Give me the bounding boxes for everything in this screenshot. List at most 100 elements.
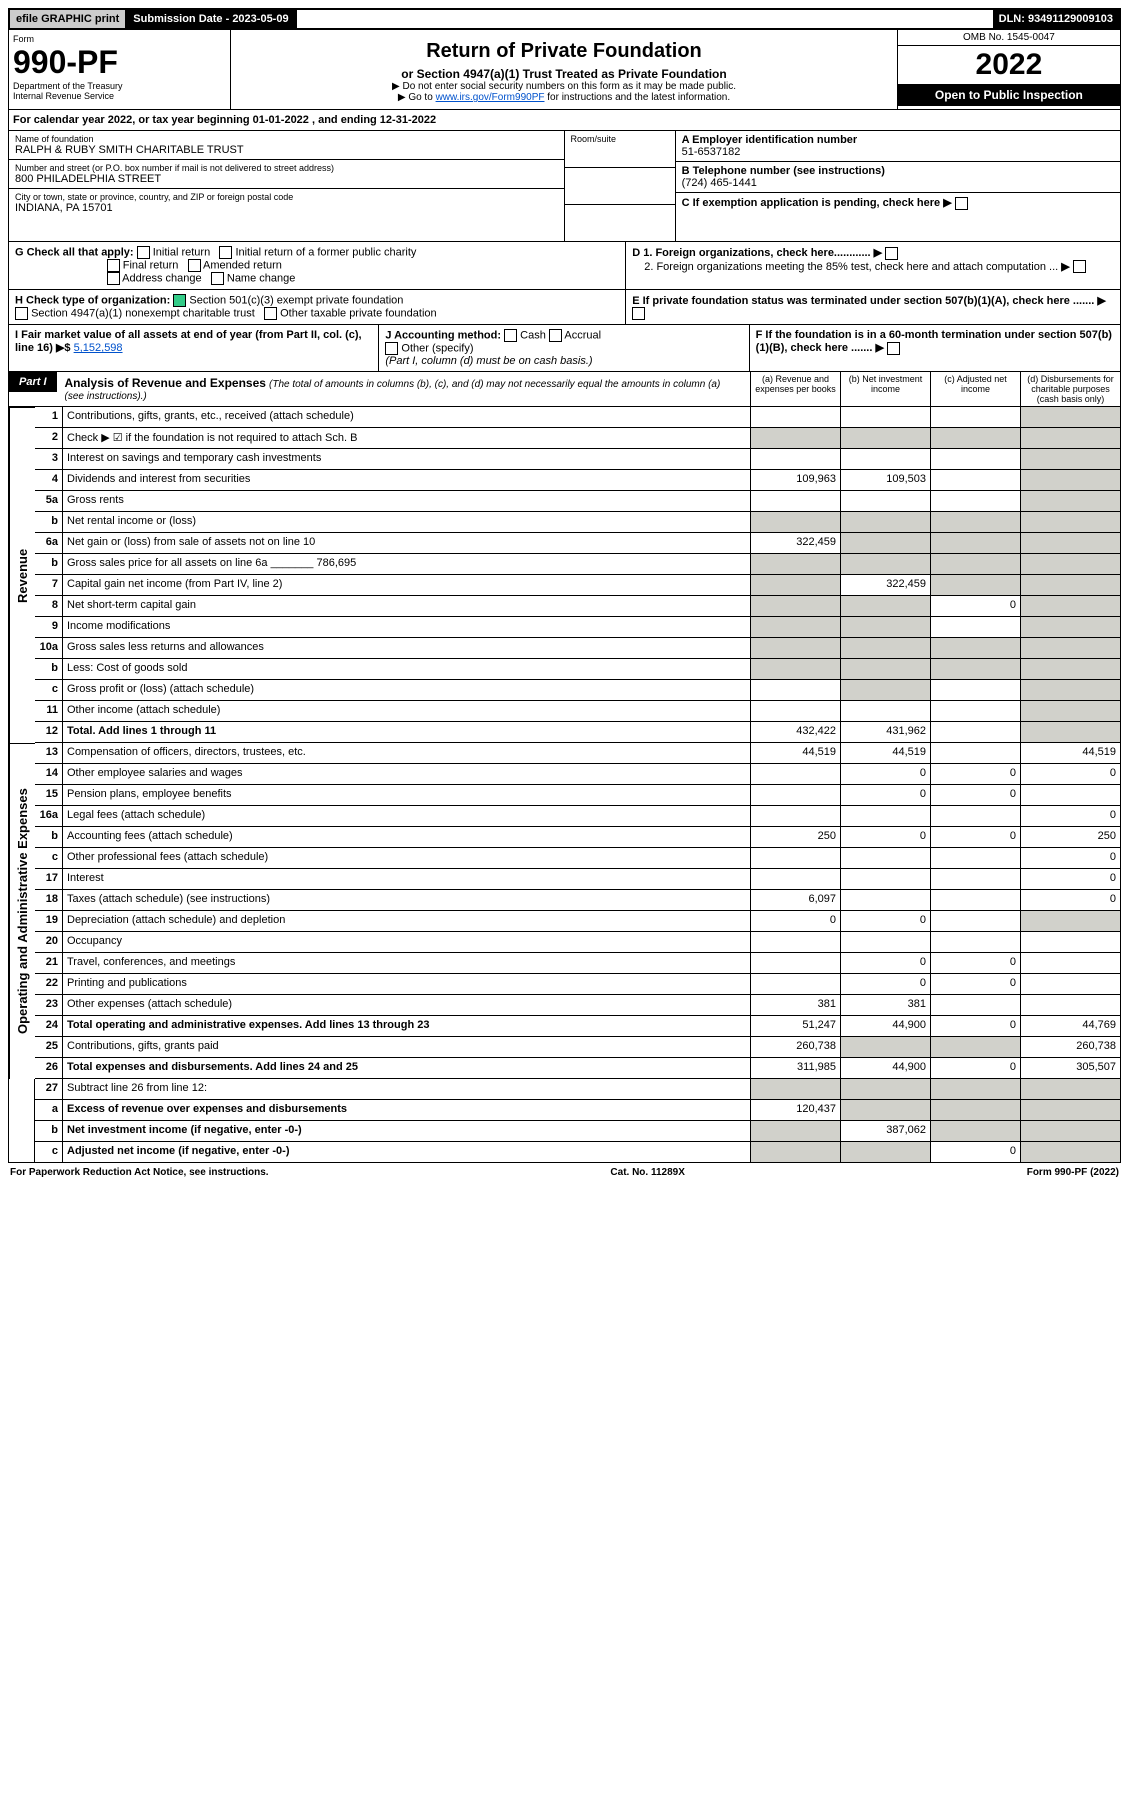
address-block: Number and street (or P.O. box number if… — [9, 160, 564, 189]
city-block: City or town, state or province, country… — [9, 189, 564, 217]
cell-col-d: 0 — [1021, 806, 1121, 827]
fmv-link[interactable]: 5,152,598 — [74, 342, 123, 354]
g-opt-0: Initial return — [153, 246, 210, 258]
cell-col-a — [751, 491, 841, 512]
cell-col-c: 0 — [931, 827, 1021, 848]
cell-col-a — [751, 407, 841, 428]
j-accrual-checkbox[interactable] — [549, 329, 562, 342]
g-address-change-checkbox[interactable] — [107, 272, 120, 285]
line-description: Excess of revenue over expenses and disb… — [63, 1100, 751, 1121]
j-cash-checkbox[interactable] — [504, 329, 517, 342]
line-number: 10a — [35, 638, 63, 659]
header-note-2: ▶ Go to www.irs.gov/Form990PF for instru… — [237, 92, 891, 103]
cell-col-c: 0 — [931, 785, 1021, 806]
cell-col-c: 0 — [931, 596, 1021, 617]
e-checkbox[interactable] — [632, 307, 645, 320]
line-description: Total operating and administrative expen… — [63, 1016, 751, 1037]
cell-col-c — [931, 659, 1021, 680]
cell-col-b: 44,519 — [841, 743, 931, 764]
line-description: Interest on savings and temporary cash i… — [63, 449, 751, 470]
cell-col-c — [931, 407, 1021, 428]
exemption-checkbox[interactable] — [955, 197, 968, 210]
d1-label: D 1. Foreign organizations, check here..… — [632, 247, 870, 259]
cell-col-d: 44,769 — [1021, 1016, 1121, 1037]
cell-col-d — [1021, 407, 1121, 428]
j-other-checkbox[interactable] — [385, 342, 398, 355]
cell-col-c — [931, 932, 1021, 953]
cell-col-a — [751, 806, 841, 827]
revenue-table: Revenue1Contributions, gifts, grants, et… — [8, 407, 1121, 743]
line-description: Check ▶ ☑ if the foundation is not requi… — [63, 428, 751, 449]
cell-col-a — [751, 932, 841, 953]
g-name-change-checkbox[interactable] — [211, 272, 224, 285]
cell-col-a: 432,422 — [751, 722, 841, 743]
d2-checkbox[interactable] — [1073, 260, 1086, 273]
cell-col-a — [751, 764, 841, 785]
cell-col-a — [751, 575, 841, 596]
f-checkbox[interactable] — [887, 342, 900, 355]
instructions-link[interactable]: www.irs.gov/Form990PF — [436, 92, 545, 103]
arrow-icon: ▶ — [875, 342, 883, 354]
cell-col-b — [841, 449, 931, 470]
name-block: Name of foundation RALPH & RUBY SMITH CH… — [9, 131, 564, 160]
section-h-label: H Check type of organization: — [15, 294, 170, 306]
cell-col-c — [931, 722, 1021, 743]
arrow-icon: ▶ — [874, 247, 882, 259]
line-description: Occupancy — [63, 932, 751, 953]
cell-col-d — [1021, 428, 1121, 449]
dept-label: Department of the Treasury — [13, 81, 226, 91]
line-description: Net rental income or (loss) — [63, 512, 751, 533]
line-number: b — [35, 1121, 63, 1142]
line-description: Compensation of officers, directors, tru… — [63, 743, 751, 764]
g-initial-return-checkbox[interactable] — [137, 246, 150, 259]
j-label: J Accounting method: — [385, 329, 501, 341]
cell-col-b — [841, 617, 931, 638]
h-4947-checkbox[interactable] — [15, 307, 28, 320]
cell-col-a: 381 — [751, 995, 841, 1016]
cell-col-c — [931, 575, 1021, 596]
cell-col-d — [1021, 575, 1121, 596]
open-to-public: Open to Public Inspection — [898, 84, 1120, 106]
cell-col-b: 44,900 — [841, 1016, 931, 1037]
cell-col-c — [931, 1079, 1021, 1100]
cell-col-c — [931, 512, 1021, 533]
cell-col-c: 0 — [931, 1142, 1021, 1163]
cell-col-c: 0 — [931, 1016, 1021, 1037]
g-amended-checkbox[interactable] — [188, 259, 201, 272]
j-other-label: Other (specify) — [401, 342, 473, 354]
exemption-block: C If exemption application is pending, c… — [676, 193, 1120, 213]
final-table: 27Subtract line 26 from line 12:aExcess … — [8, 1079, 1121, 1163]
g-final-return-checkbox[interactable] — [107, 259, 120, 272]
room-suite-cell: Room/suite — [565, 131, 675, 168]
cell-col-d — [1021, 617, 1121, 638]
footer-left: For Paperwork Reduction Act Notice, see … — [10, 1167, 269, 1178]
line-description: Contributions, gifts, grants paid — [63, 1037, 751, 1058]
part-title: Analysis of Revenue and Expenses — [65, 376, 266, 390]
line-description: Other employee salaries and wages — [63, 764, 751, 785]
line-number: c — [35, 1142, 63, 1163]
name-label: Name of foundation — [15, 134, 558, 144]
cell-col-b: 0 — [841, 911, 931, 932]
foundation-city: INDIANA, PA 15701 — [15, 202, 558, 214]
h-501c3-checkbox[interactable] — [173, 294, 186, 307]
line-number: 21 — [35, 953, 63, 974]
cell-col-a — [751, 512, 841, 533]
cell-col-b — [841, 554, 931, 575]
cell-col-b — [841, 512, 931, 533]
cell-col-b: 381 — [841, 995, 931, 1016]
cell-col-c — [931, 638, 1021, 659]
cell-col-b: 0 — [841, 953, 931, 974]
line-description: Dividends and interest from securities — [63, 470, 751, 491]
section-j: J Accounting method: Cash Accrual Other … — [379, 325, 749, 371]
cell-col-b: 44,900 — [841, 1058, 931, 1079]
line-description: Less: Cost of goods sold — [63, 659, 751, 680]
j-accrual-label: Accrual — [564, 329, 601, 341]
cell-col-b — [841, 491, 931, 512]
cell-col-a: 260,738 — [751, 1037, 841, 1058]
g-initial-public-checkbox[interactable] — [219, 246, 232, 259]
h-other-checkbox[interactable] — [264, 307, 277, 320]
cell-col-c: 0 — [931, 764, 1021, 785]
foundation-info: Name of foundation RALPH & RUBY SMITH CH… — [8, 131, 1121, 242]
cell-col-b — [841, 701, 931, 722]
d1-checkbox[interactable] — [885, 247, 898, 260]
